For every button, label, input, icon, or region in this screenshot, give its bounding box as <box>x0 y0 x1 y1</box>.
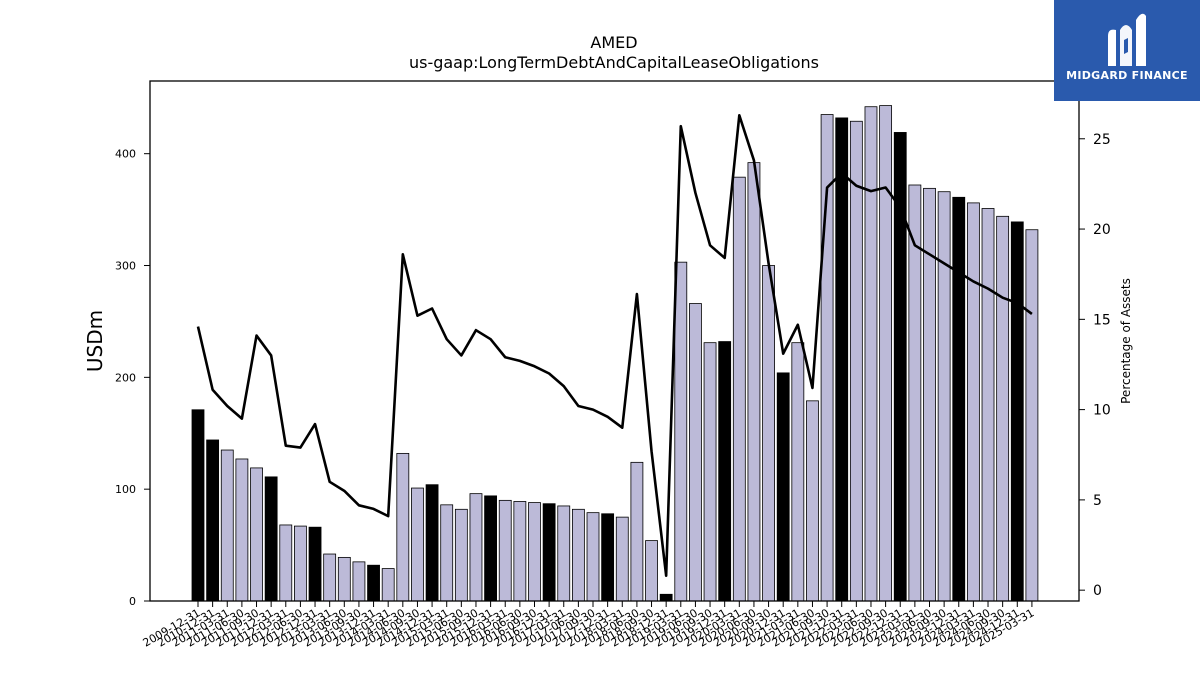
midgard-logo-icon <box>1108 13 1146 67</box>
bar-2018-06-30 <box>630 461 644 602</box>
bar-2013-06-30 <box>337 556 351 602</box>
bar-2015-06-30 <box>454 508 468 602</box>
bar-2023-09-30 <box>937 191 951 602</box>
bar-2012-12-31 <box>308 526 322 602</box>
bar-2022-06-30 <box>864 106 878 602</box>
bar-2021-03-31 <box>791 342 805 602</box>
y-tick-label: 400 <box>115 148 136 161</box>
bar-2014-12-31 <box>425 484 439 602</box>
bar-2012-06-30 <box>294 525 307 602</box>
bar-2019-03-31 <box>674 261 688 602</box>
y-axis-left: 0 100 200 300 400 <box>115 148 150 608</box>
bar-2021-06-30 <box>806 400 819 602</box>
chart-title: AMED <box>590 33 637 52</box>
y-tick-label: 200 <box>115 371 136 384</box>
bars-group <box>191 105 1039 602</box>
bar-2014-06-30 <box>396 452 410 602</box>
bar-2018-09-30 <box>645 540 658 602</box>
percentage-line <box>196 114 1033 578</box>
bar-2024-09-30 <box>996 215 1010 602</box>
y-right-tick-label: 20 <box>1093 222 1111 238</box>
bar-2016-03-31 <box>498 499 512 602</box>
bar-2024-12-31 <box>1010 221 1024 602</box>
y-axis-left-label: USDm <box>83 310 107 372</box>
x-axis: 2009-12-312010-12-312011-03-312011-06-30… <box>141 601 1036 650</box>
bar-2022-03-31 <box>849 120 863 602</box>
bar-2024-03-31 <box>966 202 980 602</box>
bar-2015-12-31 <box>484 495 498 602</box>
bar-2013-03-31 <box>323 553 337 602</box>
line-series-group <box>196 114 1033 578</box>
bar-2011-06-30 <box>235 458 249 602</box>
bar-2009-12-31 <box>191 409 205 602</box>
bar-2015-03-31 <box>440 504 454 602</box>
bar-2011-09-30 <box>250 467 263 602</box>
bar-2023-12-31 <box>952 196 966 602</box>
bar-2014-03-31 <box>381 568 395 602</box>
bar-2017-03-31 <box>557 505 571 602</box>
bar-2014-09-30 <box>411 487 424 602</box>
bar-2016-12-31 <box>542 503 556 602</box>
bar-2020-12-31 <box>776 372 790 602</box>
y-tick-label: 100 <box>115 483 136 496</box>
y-tick-label: 0 <box>129 595 136 608</box>
y-axis-right: 0 5 10 15 20 25 <box>1079 132 1111 599</box>
bar-2019-12-31 <box>718 341 732 602</box>
bar-2018-03-31 <box>615 516 629 602</box>
bar-2022-09-30 <box>879 105 893 602</box>
y-axis-right-label: Percentage of Assets <box>1119 278 1133 404</box>
bar-2017-06-30 <box>571 508 585 602</box>
brand-logo-text: MIDGARD FINANCE <box>1066 69 1188 82</box>
y-right-tick-label: 10 <box>1093 403 1111 419</box>
y-right-tick-label: 0 <box>1093 583 1102 599</box>
bar-2011-03-31 <box>220 449 234 602</box>
bar-2016-09-30 <box>528 502 541 602</box>
chart-subtitle: us-gaap:LongTermDebtAndCapitalLeaseOblig… <box>409 53 819 72</box>
y-tick-label: 300 <box>115 260 136 273</box>
y-right-tick-label: 5 <box>1093 493 1102 509</box>
bar-2025-03-31 <box>1025 229 1039 602</box>
bar-2017-12-31 <box>601 513 615 602</box>
bar-2020-06-30 <box>747 162 761 602</box>
bar-2018-12-31 <box>659 593 673 602</box>
bar-2019-09-30 <box>703 342 717 602</box>
bar-2020-09-30 <box>762 265 775 602</box>
y-right-tick-label: 25 <box>1093 132 1111 148</box>
bar-2010-12-31 <box>206 439 220 602</box>
bar-2017-09-30 <box>586 512 600 602</box>
bar-2013-09-30 <box>352 561 366 602</box>
bar-2016-06-30 <box>513 501 527 602</box>
bar-2015-09-30 <box>469 493 483 602</box>
y-right-tick-label: 15 <box>1093 312 1111 328</box>
bar-2024-06-30 <box>981 208 995 602</box>
bar-2019-06-30 <box>689 303 702 602</box>
bar-2021-12-31 <box>835 117 849 602</box>
brand-logo: MIDGARD FINANCE <box>1054 0 1200 101</box>
bar-2011-12-31 <box>264 476 278 602</box>
bar-2013-12-31 <box>367 564 380 602</box>
bar-2020-03-31 <box>732 176 746 602</box>
plot-frame <box>149 80 1080 602</box>
bar-2012-03-31 <box>279 524 293 602</box>
